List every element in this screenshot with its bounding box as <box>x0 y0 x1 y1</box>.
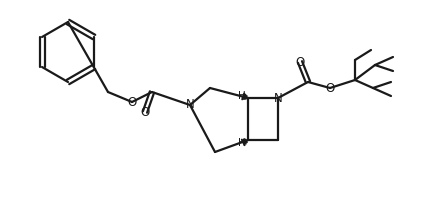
Text: H: H <box>238 91 246 101</box>
Text: H: H <box>238 138 246 148</box>
Text: O: O <box>325 81 335 94</box>
Text: O: O <box>127 96 137 109</box>
Text: O: O <box>296 55 304 68</box>
Text: O: O <box>140 105 150 118</box>
Text: N: N <box>186 98 194 112</box>
Text: N: N <box>273 92 282 105</box>
